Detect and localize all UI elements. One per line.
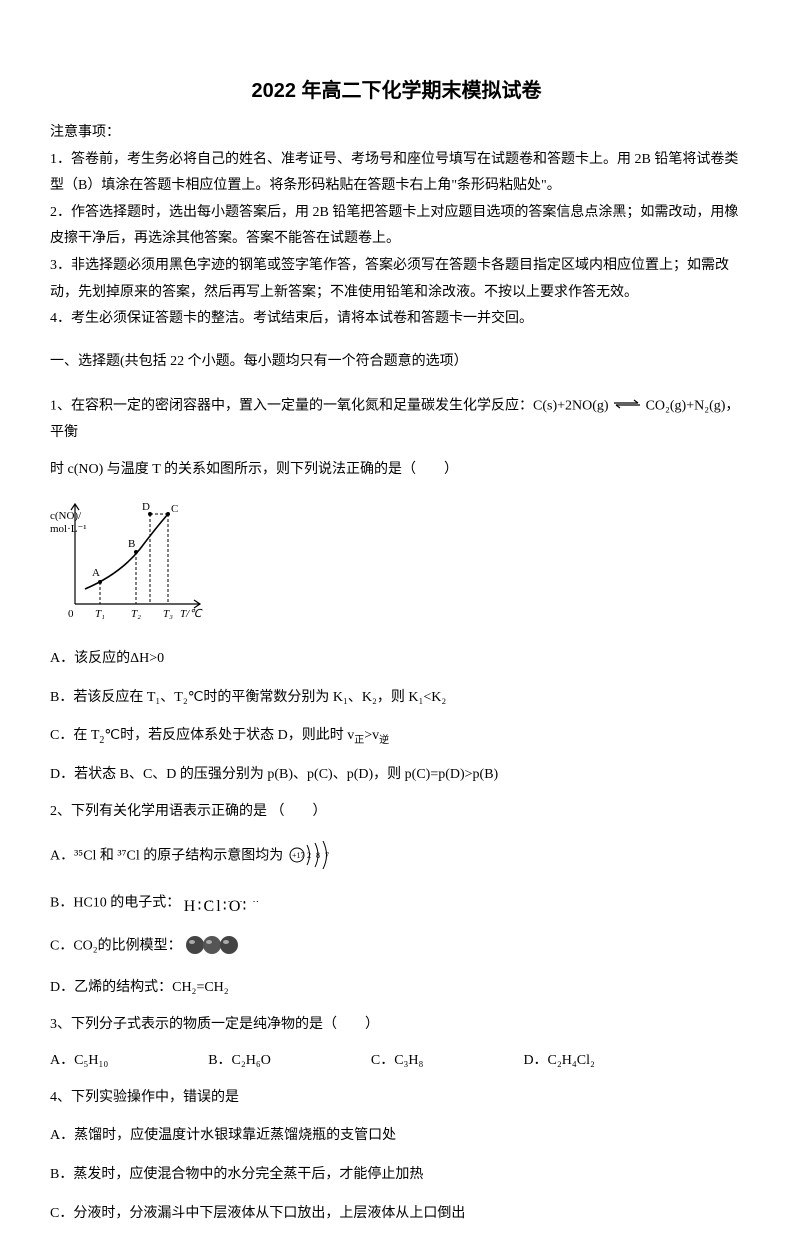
svg-text:T₂: T₂ (131, 608, 141, 620)
q3-option-b: B．C₂H₆O (208, 1048, 271, 1075)
q2-option-b: B．HC10 的电子式： H∶‥Cl‥∶‥O‥∶ (50, 888, 743, 918)
q4-option-b: B．蒸发时，应使混合物中的水分完全蒸干后，才能停止加热 (50, 1162, 743, 1189)
svg-text:A: A (92, 567, 100, 579)
instructions-label: 注意事项： (50, 125, 120, 140)
q1-c-text: C．在 T2℃时，若反应体系处于状态 D，则此时 v正>v逆 (50, 728, 389, 743)
q1-chart: c(NO)/ mol·L⁻¹ A B C D 0 T₁ T₂ T₃ T/℃ (50, 494, 743, 635)
q1-option-b: B．若该反应在 T₁、T₂℃时的平衡常数分别为 K₁、K₂，则 K₁<K₂ (50, 685, 743, 712)
q2-option-c: C．CO₂的比例模型： (50, 930, 743, 963)
page-title: 2022 年高二下化学期末模拟试卷 (50, 72, 743, 110)
svg-text:T₁: T₁ (95, 608, 105, 620)
q1-option-d: D．若状态 B、C、D 的压强分别为 p(B)、p(C)、p(D)，则 p(C)… (50, 762, 743, 789)
q3-option-d: D．C₂H₄Cl₂ (523, 1048, 594, 1075)
question-3: 3、下列分子式表示的物质一定是纯净物的是（ ） (50, 1012, 743, 1039)
q1-stem-a: 1、在容积一定的密闭容器中，置入一定量的一氧化氮和足量碳发生化学反应：C(s)+… (50, 399, 609, 414)
instructions-block: 注意事项： 1．答卷前，考生务必将自己的姓名、准考证号、考场号和座位号填写在试题… (50, 120, 743, 333)
instruction-item: 3．非选择题必须用黑色字迹的钢笔或签字笔作答，答案必须写在答题卡各题目指定区域内… (50, 253, 743, 306)
ball-model-icon (185, 934, 239, 967)
atom-structure-icon: +17 2 8 7 (287, 841, 337, 880)
q4-option-c: C．分液时，分液漏斗中下层液体从下口放出，上层液体从上口倒出 (50, 1201, 743, 1228)
svg-text:2: 2 (307, 851, 311, 860)
instruction-item: 2．作答选择题时，选出每小题答案后，用 2B 铅笔把答题卡上对应题目选项的答案信… (50, 200, 743, 253)
svg-text:+17: +17 (292, 851, 305, 860)
svg-text:c(NO)/: c(NO)/ (50, 510, 82, 522)
equilibrium-arrow-icon (612, 393, 642, 420)
svg-text:T₃: T₃ (163, 608, 173, 620)
q2-option-d: D．乙烯的结构式：CH₂=CH₂ (50, 975, 743, 1002)
svg-text:D: D (142, 501, 150, 513)
svg-text:C: C (171, 503, 178, 515)
instruction-item: 4．考生必须保证答题卡的整洁。考试结束后，请将本试卷和答题卡一并交回。 (50, 306, 743, 333)
q2-option-a: A．³⁵Cl 和 ³⁷Cl 的原子结构示意图均为 +17 2 8 7 (50, 837, 743, 876)
q2-a-text: A．³⁵Cl 和 ³⁷Cl 的原子结构示意图均为 (50, 849, 287, 864)
q2-b-text: B．HC10 的电子式： (50, 895, 180, 910)
svg-text:7: 7 (325, 851, 329, 860)
q3-option-a: A．C₅H₁₀ (50, 1048, 108, 1075)
q1-option-a: A．该反应的ΔH>0 (50, 646, 743, 673)
q3-options: A．C₅H₁₀ B．C₂H₆O C．C₃H₈ D．C₂H₄Cl₂ (50, 1048, 743, 1075)
instruction-item: 1．答卷前，考生务必将自己的姓名、准考证号、考场号和座位号填写在试题卷和答题卡上… (50, 147, 743, 200)
electron-formula-icon: H∶‥Cl‥∶‥O‥∶ (184, 892, 249, 922)
question-2: 2、下列有关化学用语表示正确的是 （ ） (50, 799, 743, 826)
svg-text:0: 0 (68, 608, 74, 620)
svg-text:T/℃: T/℃ (180, 608, 203, 620)
section-header: 一、选择题(共包括 22 个小题。每小题均只有一个符合题意的选项） (50, 349, 743, 376)
q3-option-c: C．C₃H₈ (371, 1048, 424, 1075)
q4-option-a: A．蒸馏时，应使温度计水银球靠近蒸馏烧瓶的支管口处 (50, 1123, 743, 1150)
svg-text:B: B (128, 538, 135, 550)
q2-c-text: C．CO₂的比例模型： (50, 939, 182, 954)
question-1: 1、在容积一定的密闭容器中，置入一定量的一氧化氮和足量碳发生化学反应：C(s)+… (50, 393, 743, 447)
question-4: 4、下列实验操作中，错误的是 (50, 1085, 743, 1112)
svg-text:8: 8 (316, 851, 320, 860)
svg-text:mol·L⁻¹: mol·L⁻¹ (50, 523, 87, 535)
q1-option-c: C．在 T2℃时，若反应体系处于状态 D，则此时 v正>v逆 (50, 723, 743, 750)
q1-stem-c: 时 c(NO) 与温度 T 的关系如图所示，则下列说法正确的是（ ） (50, 457, 743, 484)
